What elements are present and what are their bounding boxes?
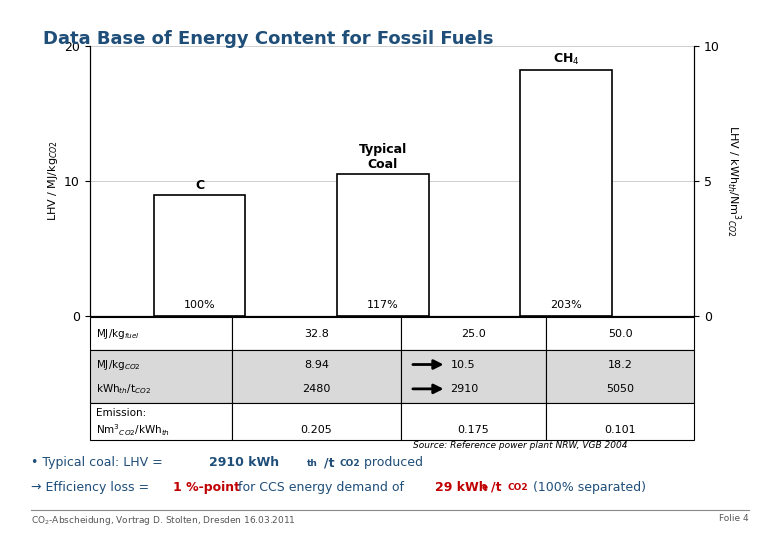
Bar	[546, 403, 694, 440]
Text: CH$_4$: CH$_4$	[552, 52, 580, 67]
Text: 5050: 5050	[606, 384, 634, 394]
Text: 0.205: 0.205	[300, 425, 332, 435]
Text: for CCS energy demand of: for CCS energy demand of	[234, 481, 408, 494]
Bar	[154, 195, 246, 316]
Bar	[546, 350, 694, 403]
Bar	[232, 403, 401, 440]
Text: (100% separated): (100% separated)	[529, 481, 646, 494]
Text: 50.0: 50.0	[608, 329, 633, 339]
Text: 2910 kWh: 2910 kWh	[209, 456, 279, 469]
Text: Data Base of Energy Content for Fossil Fuels: Data Base of Energy Content for Fossil F…	[43, 30, 494, 48]
Text: Emission:: Emission:	[96, 408, 146, 418]
Text: 0.101: 0.101	[604, 425, 636, 435]
Bar	[232, 350, 401, 403]
Text: 29 kWh: 29 kWh	[435, 481, 488, 494]
Text: C: C	[195, 179, 204, 192]
Text: 25.0: 25.0	[461, 329, 486, 339]
Text: CO2: CO2	[507, 483, 527, 492]
Bar	[90, 350, 232, 403]
Text: CO2: CO2	[339, 459, 360, 468]
Text: th: th	[307, 459, 317, 468]
Text: → Efficiency loss =: → Efficiency loss =	[31, 481, 154, 494]
Y-axis label: LHV / MJ/kg$_{CO2}$: LHV / MJ/kg$_{CO2}$	[46, 140, 60, 221]
Text: e: e	[482, 483, 488, 492]
Bar	[520, 70, 612, 316]
Text: 203%: 203%	[550, 300, 582, 310]
Bar	[546, 317, 694, 350]
Text: Typical
Coal: Typical Coal	[359, 143, 407, 171]
Text: Folie 4: Folie 4	[719, 514, 749, 523]
Text: 32.8: 32.8	[304, 329, 329, 339]
Text: 100%: 100%	[184, 300, 215, 310]
Text: MJ/kg$_{CO2}$: MJ/kg$_{CO2}$	[96, 357, 140, 372]
Text: Source: Reference power plant NRW, VGB 2004: Source: Reference power plant NRW, VGB 2…	[413, 441, 628, 450]
Text: 2910: 2910	[451, 384, 479, 394]
Bar	[232, 317, 401, 350]
Text: MJ/kg$_{fuel}$: MJ/kg$_{fuel}$	[96, 327, 140, 341]
Text: /t: /t	[491, 481, 502, 494]
Bar	[90, 403, 232, 440]
Y-axis label: LHV / kWh$_{th}$/Nm$^3$$_{CO2}$: LHV / kWh$_{th}$/Nm$^3$$_{CO2}$	[724, 125, 743, 237]
Bar	[401, 317, 546, 350]
Text: CO$_2$-Abscheidung, Vortrag D. Stolten, Dresden 16.03.2011: CO$_2$-Abscheidung, Vortrag D. Stolten, …	[31, 514, 296, 527]
Bar	[401, 403, 546, 440]
Text: 8.94: 8.94	[304, 360, 329, 369]
Text: 10.5: 10.5	[451, 360, 475, 369]
Text: 2480: 2480	[302, 384, 331, 394]
Text: kWh$_{th}$/t$_{CO2}$: kWh$_{th}$/t$_{CO2}$	[96, 382, 151, 396]
Bar	[90, 317, 232, 350]
Text: 117%: 117%	[367, 300, 399, 310]
Bar	[337, 174, 428, 316]
Text: Nm$^3$$_{CO2}$/kWh$_{th}$: Nm$^3$$_{CO2}$/kWh$_{th}$	[96, 422, 170, 438]
Text: 18.2: 18.2	[608, 360, 633, 369]
Text: 0.175: 0.175	[458, 425, 489, 435]
Text: • Typical coal: LHV =: • Typical coal: LHV =	[31, 456, 167, 469]
Text: /t: /t	[324, 456, 334, 469]
Text: 1 %-point: 1 %-point	[173, 481, 240, 494]
Bar	[401, 350, 546, 403]
Text: produced: produced	[360, 456, 424, 469]
